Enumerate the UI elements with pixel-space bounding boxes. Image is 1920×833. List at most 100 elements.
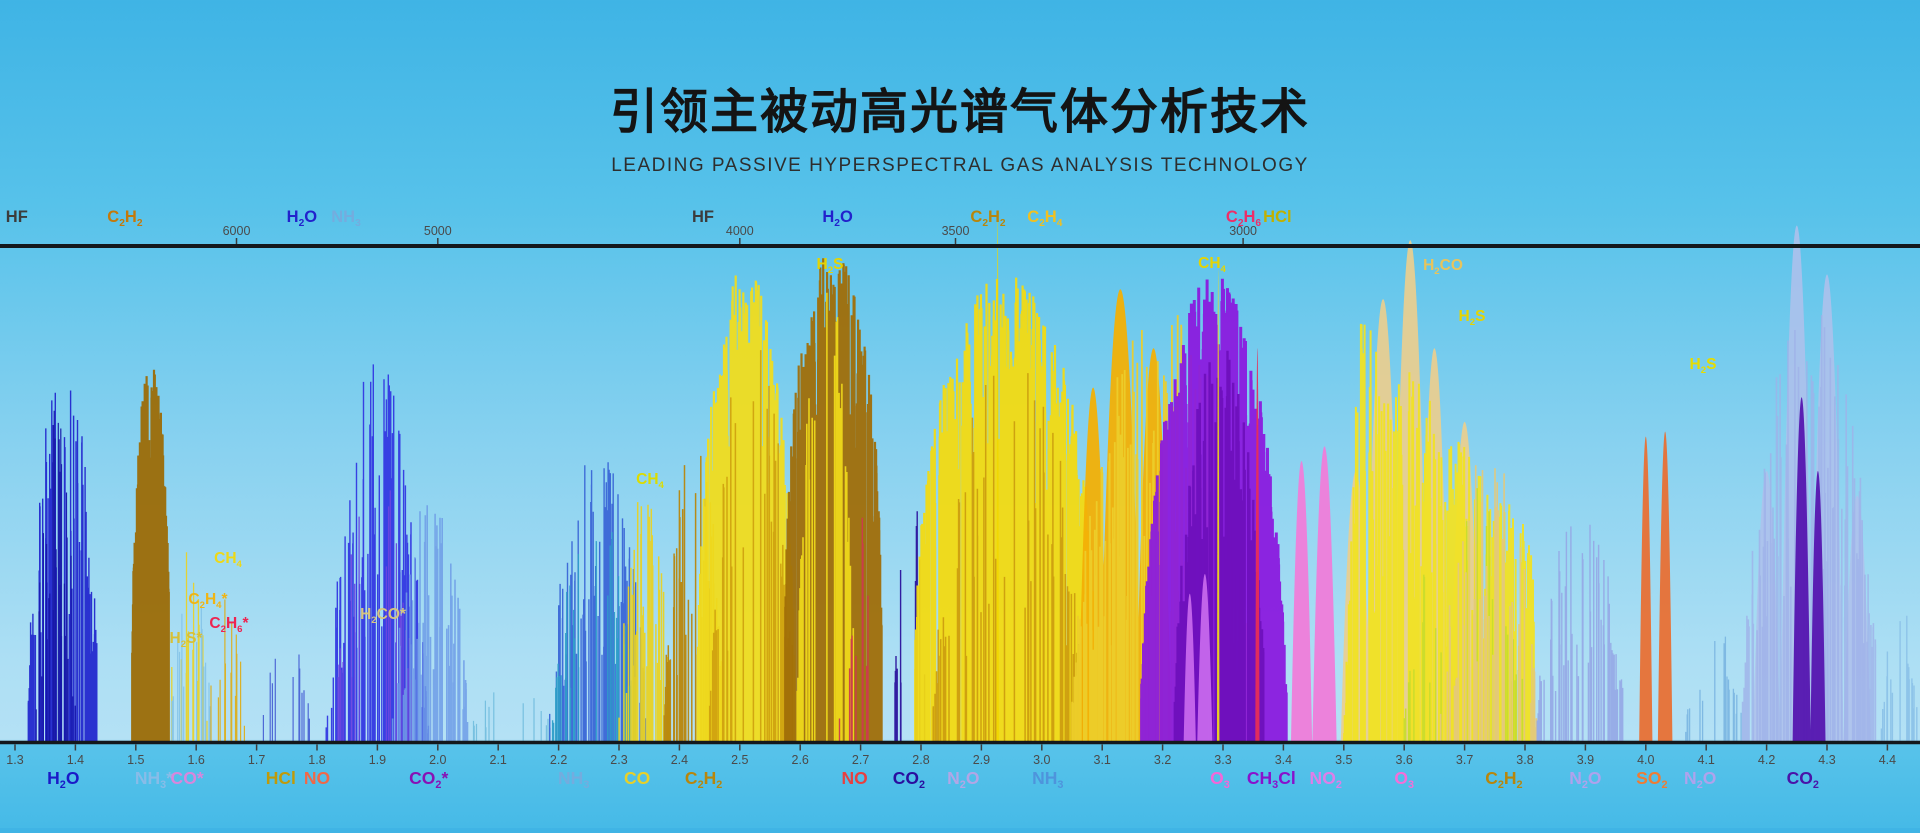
top-axis-tick-label: 5000 bbox=[424, 224, 452, 238]
bottom-axis-tick-label: 2.9 bbox=[973, 753, 990, 767]
bottom-gas-label-HCl: HCl bbox=[266, 768, 296, 788]
bottom-axis-tick-label: 1.5 bbox=[127, 753, 144, 767]
top-gas-label-HF: HF bbox=[6, 208, 28, 226]
bottom-gas-label-C2H2: C2H2 bbox=[685, 768, 722, 791]
page-title: 引领主被动高光谱气体分析技术 bbox=[609, 86, 1310, 139]
bottom-gas-label-O3: O3 bbox=[1394, 768, 1414, 791]
plot-gas-label-H2CO*: H2CO* bbox=[360, 606, 407, 626]
bottom-gas-label-NH3: NH3 bbox=[558, 768, 589, 791]
bottom-axis-tick-label: 1.3 bbox=[6, 753, 23, 767]
bottom-axis-tick-label: 3.9 bbox=[1577, 753, 1594, 767]
bottom-gas-label-CO*: CO* bbox=[171, 768, 204, 788]
bottom-axis-tick-label: 3.3 bbox=[1214, 753, 1231, 767]
spectral-lobe-CO2 bbox=[1792, 397, 1826, 741]
spectral-band-H2S bbox=[171, 607, 211, 741]
bottom-gas-label-CO2*: CO2* bbox=[409, 768, 448, 791]
top-axis-tick-label: 3000 bbox=[1229, 224, 1257, 238]
bottom-axis-tick-label: 1.8 bbox=[308, 753, 325, 767]
bottom-gas-label-NO2: NO2 bbox=[1310, 768, 1342, 791]
page-subtitle: LEADING PASSIVE HYPERSPECTRAL GAS ANALYS… bbox=[611, 155, 1309, 176]
bottom-axis-tick-label: 2.6 bbox=[792, 753, 809, 767]
bottom-axis-tick-label: 2.2 bbox=[550, 753, 567, 767]
top-axis-tick-label: 6000 bbox=[223, 224, 251, 238]
bottom-axis-tick-label: 3.6 bbox=[1396, 753, 1413, 767]
bottom-axis-tick-label: 1.4 bbox=[67, 753, 84, 767]
plot-gas-label-H2S*: H2S* bbox=[170, 630, 204, 650]
top-gas-label-H2O: H2O bbox=[822, 208, 853, 229]
plot-gas-label-C2H6*: C2H6* bbox=[209, 615, 249, 635]
bottom-axis-tick-label: 4.0 bbox=[1637, 753, 1654, 767]
spectral-lobe-NO2 bbox=[1183, 574, 1213, 741]
bottom-axis-tick-label: 3.2 bbox=[1154, 753, 1171, 767]
top-gas-label-HCl: HCl bbox=[1263, 208, 1291, 226]
bottom-axis-tick-label: 4.4 bbox=[1879, 753, 1896, 767]
top-gas-label-C2H2: C2H2 bbox=[970, 208, 1006, 229]
plot-gas-label-H2S: H2S bbox=[1459, 308, 1486, 328]
bottom-gas-label-N2O: N2O bbox=[1684, 768, 1716, 791]
bottom-axis-tick-label: 3.7 bbox=[1456, 753, 1473, 767]
spectral-lobe-NO2 bbox=[1291, 446, 1337, 741]
bottom-axis-tick-label: 2.1 bbox=[490, 753, 507, 767]
spectral-band-CO2 bbox=[391, 505, 469, 741]
bottom-gas-label-NH3: NH3 bbox=[1032, 768, 1063, 791]
spectral-band-CO2 bbox=[1741, 315, 1877, 741]
bottom-gas-label-CO: CO bbox=[624, 768, 650, 788]
bottom-gas-label-CO2: CO2 bbox=[1787, 768, 1819, 791]
bottom-gas-label-CH3Cl: CH3Cl bbox=[1247, 768, 1296, 791]
bottom-axis-tick-label: 2.3 bbox=[610, 753, 627, 767]
bottom-gas-label-NO: NO bbox=[841, 768, 867, 788]
spectral-lobe-CO2 bbox=[1753, 225, 1871, 741]
spectral-band-NH3 bbox=[932, 373, 1088, 741]
plot-gas-label-CH4: CH4 bbox=[214, 550, 242, 570]
spectral-band-C2H6 bbox=[131, 369, 170, 741]
bottom-gas-label-C2H2: C2H2 bbox=[1485, 768, 1522, 791]
spectral-band-mix bbox=[1880, 615, 1918, 741]
spectral-band-CH4 bbox=[210, 599, 245, 741]
spectral-lobe-C2H6 bbox=[1255, 348, 1260, 741]
spectral-band-N2O bbox=[1536, 524, 1624, 741]
bottom-axis-tick-label: 1.6 bbox=[188, 753, 205, 767]
bottom-axis-tick-label: 4.3 bbox=[1818, 753, 1835, 767]
bottom-gas-label-H2O: H2O bbox=[47, 768, 79, 791]
spectral-band-H2S bbox=[796, 292, 855, 741]
bottom-axis-tick-label: 2.5 bbox=[731, 753, 748, 767]
top-gas-label-C2H2: C2H2 bbox=[107, 208, 143, 229]
bottom-gas-label-NH3*: NH3* bbox=[135, 768, 173, 791]
spectral-band-CH3Cl bbox=[1140, 278, 1288, 741]
top-axis-tick-label: 4000 bbox=[726, 224, 754, 238]
spectral-lobe-CH4 bbox=[1217, 269, 1220, 741]
bottom-gas-label-NO: NO bbox=[304, 768, 330, 788]
bottom-gas-label-CO2: CO2 bbox=[893, 768, 925, 791]
bottom-gas-label-N2O: N2O bbox=[1569, 768, 1601, 791]
spectral-lobe-H2O bbox=[996, 210, 999, 741]
bottom-axis-tick-label: 3.5 bbox=[1335, 753, 1352, 767]
bottom-axis-tick-label: 3.4 bbox=[1275, 753, 1292, 767]
bottom-axis-tick-label: 4.1 bbox=[1698, 753, 1715, 767]
bottom-axis-tick-label: 1.9 bbox=[369, 753, 386, 767]
plot-gas-label-CH4: CH4 bbox=[636, 471, 664, 491]
spectral-lobe-SO2 bbox=[1639, 431, 1673, 741]
bottom-axis-tick-label: 3.1 bbox=[1094, 753, 1111, 767]
bottom-axis-tick-label: 2.4 bbox=[671, 753, 688, 767]
bottom-axis-tick-label: 3.0 bbox=[1033, 753, 1050, 767]
top-gas-label-NH3: NH3 bbox=[331, 208, 361, 229]
bottom-axis-tick-label: 2.8 bbox=[912, 753, 929, 767]
top-axis-tick-label: 3500 bbox=[942, 224, 970, 238]
plot-gas-label-CH4: CH4 bbox=[1198, 255, 1226, 275]
bottom-axis-tick-label: 2.7 bbox=[852, 753, 869, 767]
top-gas-label-C2H6: C2H6 bbox=[1226, 208, 1262, 229]
plot-gas-label-H2CO: H2CO bbox=[1423, 257, 1463, 277]
bottom-gas-label-O3: O3 bbox=[1210, 768, 1230, 791]
spectral-band-N2O bbox=[1685, 636, 1742, 741]
spectral-band-H2CO bbox=[1439, 465, 1538, 741]
bottom-axis-tick-label: 3.8 bbox=[1516, 753, 1533, 767]
top-gas-label-HF: HF bbox=[692, 208, 714, 226]
bottom-gas-label-SO2: SO2 bbox=[1636, 768, 1667, 791]
top-gas-label-C2H4: C2H4 bbox=[1027, 208, 1063, 229]
spectral-band-H2O bbox=[35, 410, 76, 741]
plot-gas-label-C2H4*: C2H4* bbox=[188, 591, 228, 611]
bottom-axis-tick-label: 1.7 bbox=[248, 753, 265, 767]
spectral-band-HCl bbox=[262, 654, 310, 741]
bottom-axis-tick-label: 2.0 bbox=[429, 753, 446, 767]
